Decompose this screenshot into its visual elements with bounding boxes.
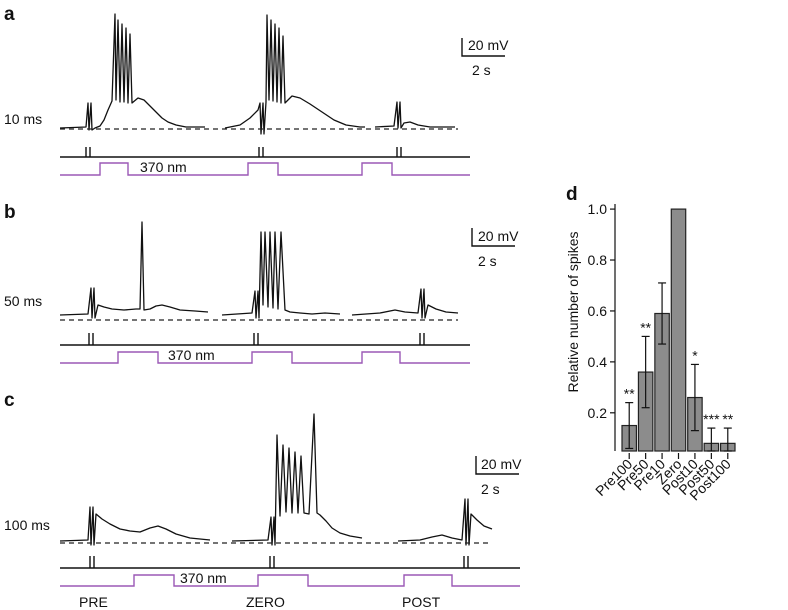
significance-marker: ** bbox=[722, 411, 733, 427]
scalebar-a bbox=[461, 38, 505, 57]
stimulus-line-c bbox=[60, 556, 520, 569]
voltage-trace-b-pre bbox=[59, 221, 209, 319]
panel-d: d Relative number of spikes 0.2 0.4 0.6 0.8… bbox=[565, 184, 736, 503]
significance-marker: ** bbox=[624, 386, 635, 402]
bar-zero bbox=[670, 208, 687, 452]
scale-voltage-b: 20 mV bbox=[478, 228, 519, 244]
panel-letter-a: a bbox=[4, 4, 15, 25]
significance-marker: ** bbox=[640, 319, 651, 335]
light-label-c: 370 nm bbox=[180, 570, 227, 586]
panel-a: a 10 ms 370 nm 20 mV 2 s bbox=[4, 4, 509, 176]
scalebar-c bbox=[475, 456, 519, 475]
significance-marker: * bbox=[692, 347, 698, 363]
stimulus-line-b bbox=[60, 333, 470, 346]
duration-label-c: 100 ms bbox=[4, 517, 50, 533]
panel-c: c 100 ms 370 nm 20 mV 2 s PRE ZERO POST bbox=[4, 390, 522, 610]
voltage-trace-b-zero bbox=[221, 231, 341, 319]
y-tick-label: 0.2 bbox=[588, 405, 608, 421]
scale-time-c: 2 s bbox=[481, 481, 500, 497]
light-pulse-line-a bbox=[60, 162, 470, 176]
condition-label-post: POST bbox=[402, 594, 441, 610]
duration-label-b: 50 ms bbox=[4, 293, 42, 309]
voltage-trace-a-post bbox=[374, 101, 455, 129]
panel-letter-b: b bbox=[4, 202, 16, 223]
scale-time-b: 2 s bbox=[478, 253, 497, 269]
duration-label-a: 10 ms bbox=[4, 111, 42, 127]
panel-letter-d: d bbox=[566, 184, 578, 205]
voltage-trace-c-zero bbox=[231, 413, 363, 546]
panel-b: b 50 ms 370 nm 20 mV 2 s bbox=[4, 202, 519, 364]
scale-voltage-c: 20 mV bbox=[481, 456, 522, 472]
voltage-trace-c-post bbox=[397, 498, 493, 546]
scale-time-a: 2 s bbox=[472, 62, 491, 78]
scale-voltage-a: 20 mV bbox=[468, 37, 509, 53]
panel-letter-c: c bbox=[4, 390, 15, 411]
y-tick-label: 0.8 bbox=[588, 252, 608, 268]
stimulus-line-a bbox=[60, 147, 470, 158]
light-label-b: 370 nm bbox=[168, 347, 215, 363]
bar-chart: 0.20.40.60.81.0**Pre100**Pre50Pre10Zero*… bbox=[588, 201, 736, 503]
voltage-trace-b-post bbox=[351, 288, 459, 319]
condition-label-zero: ZERO bbox=[246, 594, 285, 610]
y-tick-label: 0.4 bbox=[588, 354, 608, 370]
voltage-trace-c-pre bbox=[59, 506, 211, 546]
scalebar-b bbox=[471, 228, 515, 247]
light-pulse-line-c bbox=[60, 574, 520, 587]
voltage-trace-a bbox=[59, 13, 205, 131]
significance-marker: *** bbox=[703, 411, 720, 427]
y-tick-label: 1.0 bbox=[588, 201, 608, 217]
voltage-trace-a-zero bbox=[224, 14, 365, 135]
y-tick-label: 0.6 bbox=[588, 303, 608, 319]
light-pulse-line-b bbox=[60, 351, 470, 364]
y-axis-label: Relative number of spikes bbox=[565, 231, 581, 392]
light-label-a: 370 nm bbox=[140, 159, 187, 175]
condition-label-pre: PRE bbox=[79, 594, 108, 610]
